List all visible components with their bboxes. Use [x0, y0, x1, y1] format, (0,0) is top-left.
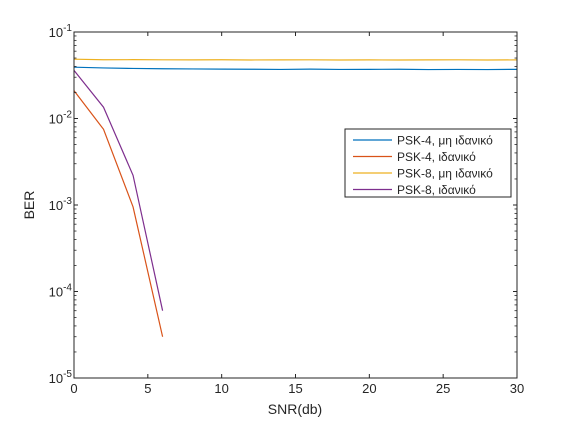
x-tick-label: 30 [510, 381, 524, 396]
y-tick-label: 10-4 [49, 283, 73, 300]
legend: PSK-4, μη ιδανικό PSK-4, ιδανικό PSK-8, μη… [344, 128, 512, 198]
legend-label-3: PSK-8, μη ιδανικό [397, 167, 493, 181]
series-line-3 [73, 58, 518, 61]
series-layer [73, 58, 518, 337]
axes-layer: 0 5 10 15 20 25 30 10-5 10-4 10-3 10-2 10-1 [49, 23, 525, 396]
series-line-1 [73, 66, 518, 71]
x-tick-label: 20 [362, 381, 376, 396]
y-tick-label: 10-1 [49, 23, 73, 40]
series-line-4 [73, 70, 164, 311]
legend-label-1: PSK-4, μη ιδανικό [397, 134, 493, 148]
x-tick-label: 10 [214, 381, 228, 396]
legend-label-4: PSK-8, ιδανικό [397, 183, 476, 197]
y-tick-label: 10-2 [49, 110, 73, 127]
x-tick-label: 25 [436, 381, 450, 396]
series-line-2 [73, 90, 164, 337]
y-tick-label: 10-3 [49, 196, 73, 213]
x-axis-label: SNR(db) [268, 401, 322, 417]
x-tick-label: 0 [70, 381, 77, 396]
y-axis-label: BER [21, 191, 37, 220]
plot-background [74, 32, 517, 378]
x-tick-label: 15 [288, 381, 302, 396]
x-tick-label: 5 [144, 381, 151, 396]
y-tick-label: 10-5 [49, 369, 73, 386]
legend-label-2: PSK-4, ιδανικό [397, 150, 476, 164]
